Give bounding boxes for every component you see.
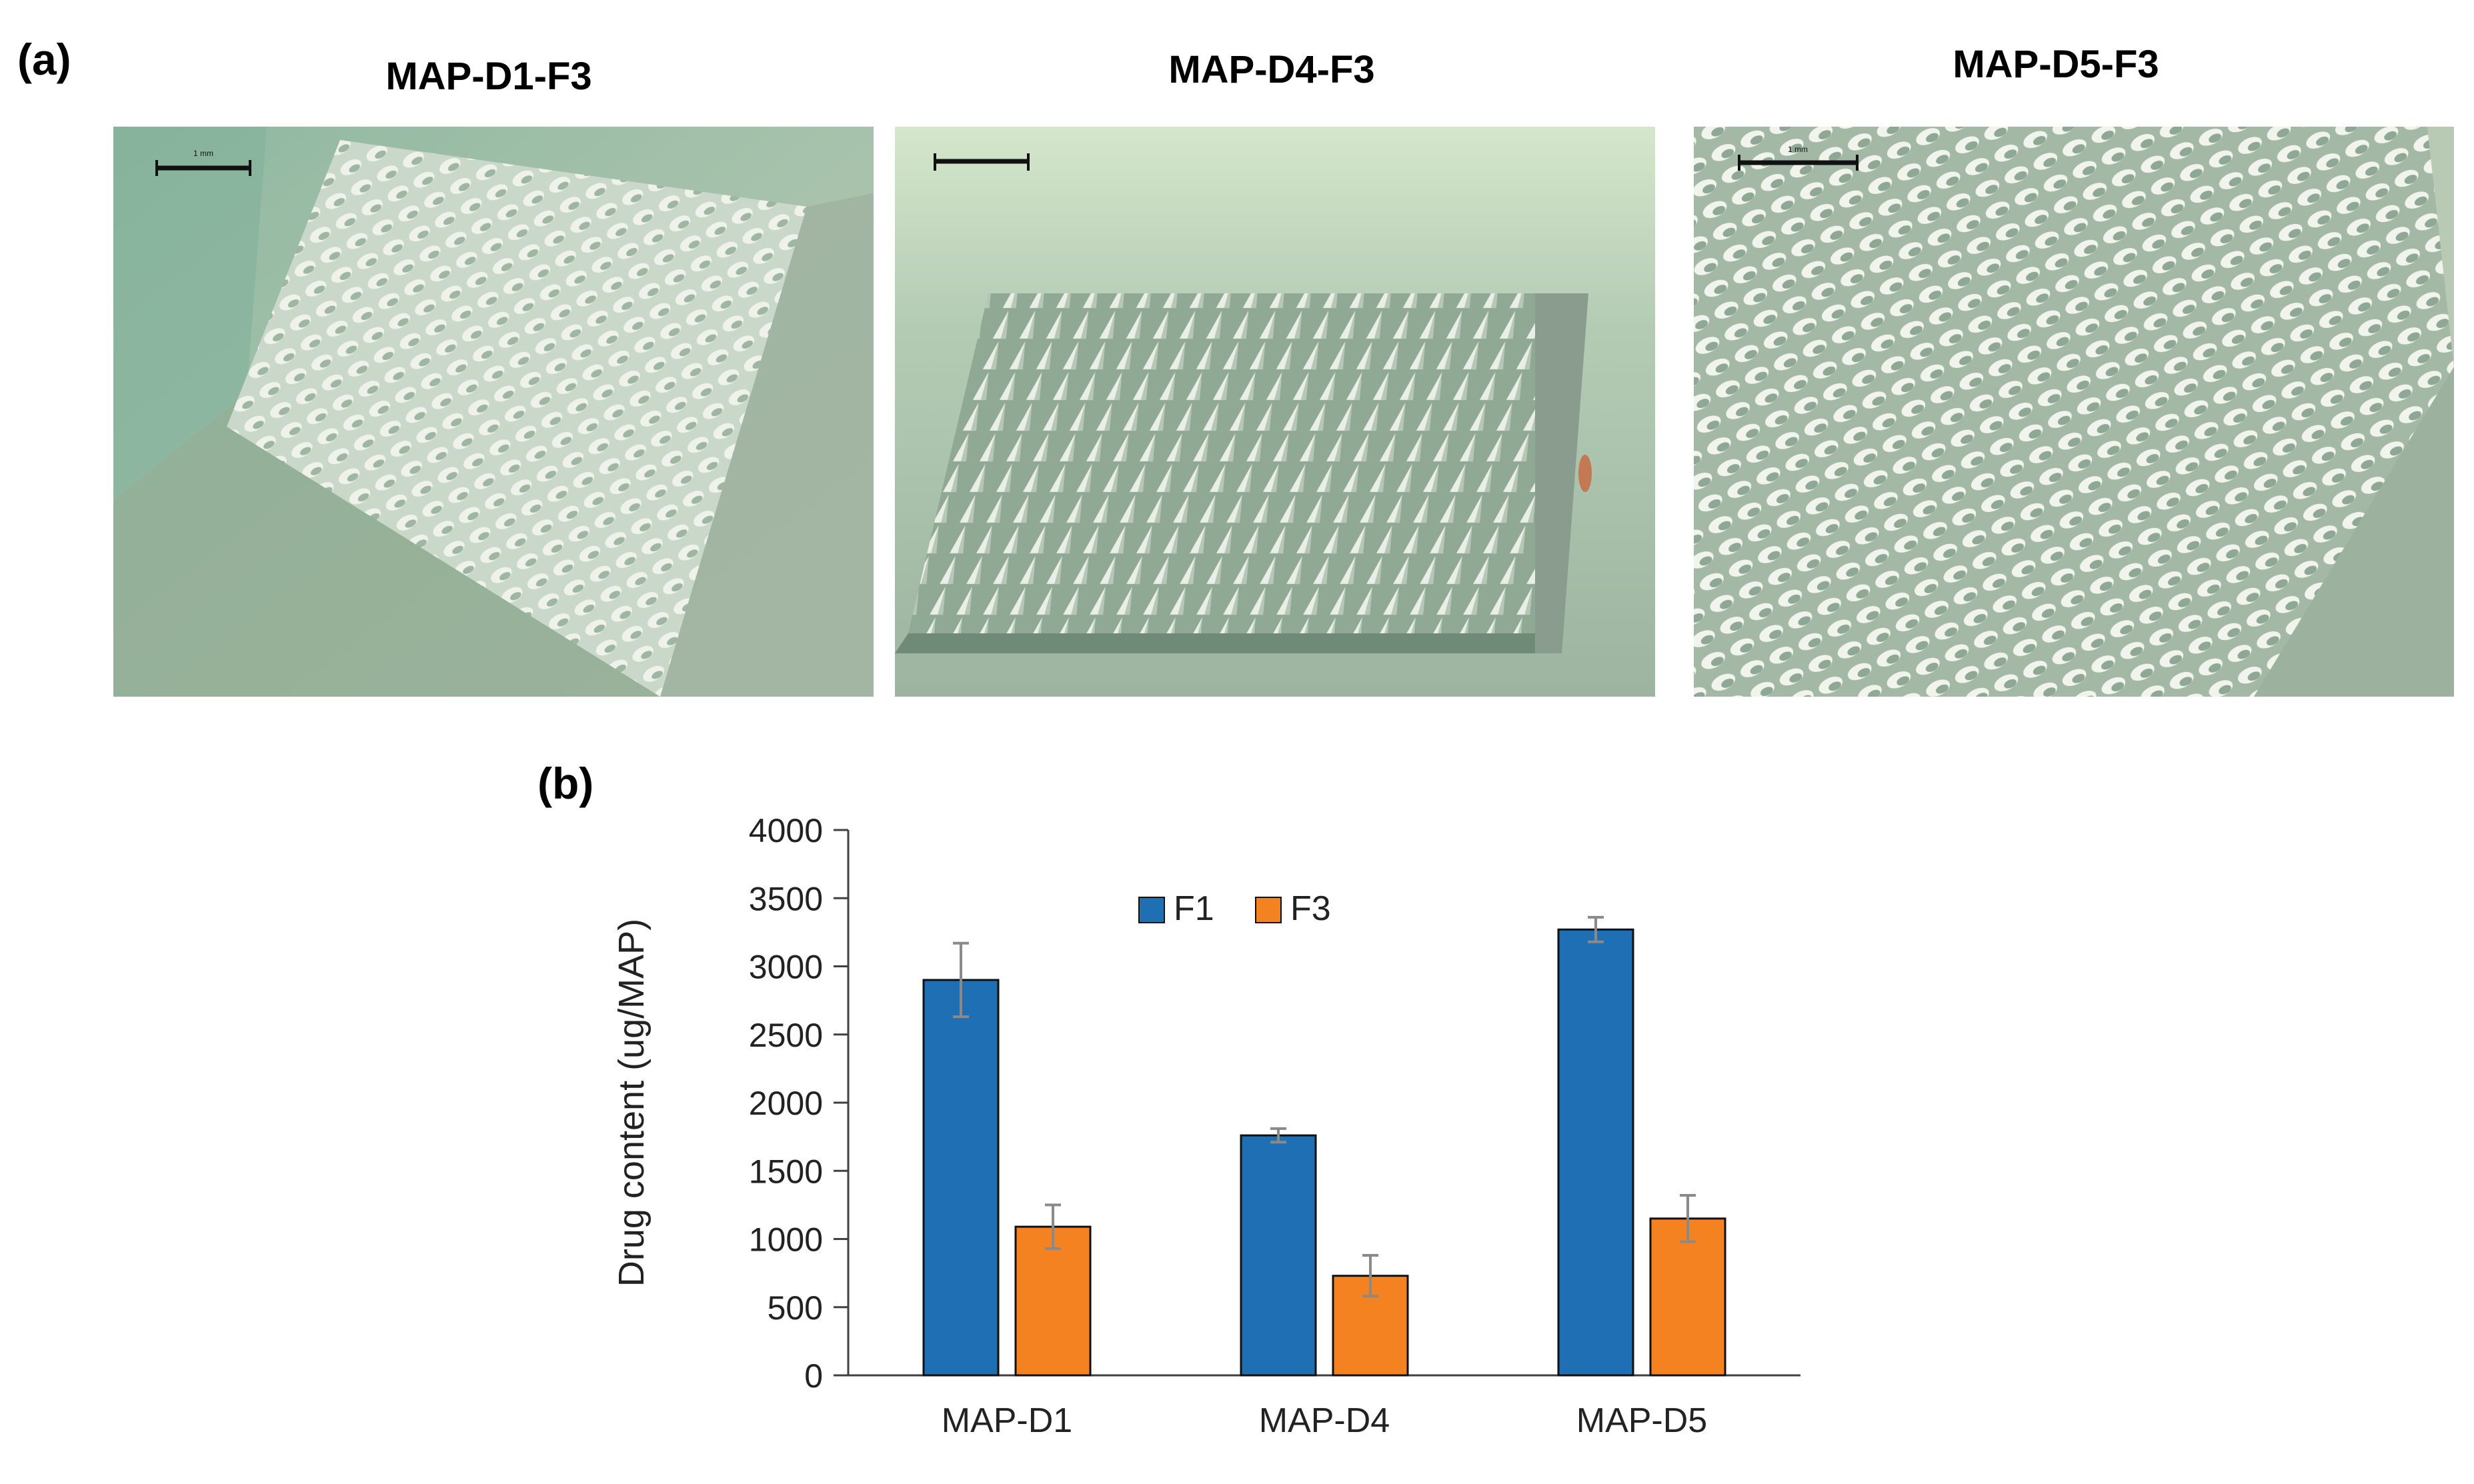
y-tick-label: 0 xyxy=(804,1357,823,1395)
y-tick-label: 2500 xyxy=(749,1017,823,1054)
bar-f1-map-d1 xyxy=(922,979,1000,1377)
y-tick-label: 1000 xyxy=(749,1221,823,1259)
micrograph-d4-svg xyxy=(895,127,1655,697)
y-tick-label: 500 xyxy=(768,1289,823,1327)
needle-array xyxy=(227,140,807,697)
x-tick-label: MAP-D5 xyxy=(1576,1401,1707,1440)
legend-label-f3: F3 xyxy=(1290,889,1331,928)
micrograph-map-d1-f3: 1 mm xyxy=(113,127,874,697)
scale-bar-label: 1 mm xyxy=(1788,145,1808,154)
y-tick-label: 3500 xyxy=(749,880,823,917)
scale-bar: 1 mm xyxy=(1738,145,1859,171)
micrograph-d1-svg: 1 mm xyxy=(113,127,874,697)
y-tick-label: 1500 xyxy=(749,1153,823,1190)
scale-bar-label: 1 mm xyxy=(193,149,213,158)
bar-f3-map-d1 xyxy=(1014,1225,1092,1377)
needle-array xyxy=(1694,127,2454,697)
micrograph-map-d4-f3 xyxy=(895,127,1655,697)
legend-label-f1: F1 xyxy=(1174,889,1214,928)
scale-bar: 1 mm xyxy=(155,149,251,176)
y-tick-label: 4000 xyxy=(749,812,823,849)
micrograph-map-d5-f3: 1 mm xyxy=(1694,127,2454,697)
bar-f3-map-d5 xyxy=(1649,1217,1726,1377)
micro-title-d1: MAP-D1-F3 xyxy=(385,55,592,98)
legend-swatch-f3 xyxy=(1255,897,1282,923)
panel-b-label: (b) xyxy=(537,759,594,808)
x-tick-label: MAP-D4 xyxy=(1259,1401,1390,1440)
micro-title-d4: MAP-D4-F3 xyxy=(1168,48,1375,91)
micro-title-d5: MAP-D5-F3 xyxy=(1953,43,2159,86)
bar-f3-map-d4 xyxy=(1332,1275,1409,1377)
legend-swatch-f1 xyxy=(1138,897,1165,923)
y-tick-label: 3000 xyxy=(749,949,823,986)
bar-f1-map-d4 xyxy=(1240,1134,1317,1377)
y-axis-title: Drug content (ug/MAP) xyxy=(611,919,652,1287)
micrograph-d5-svg: 1 mm xyxy=(1694,127,2454,697)
bar-f1-map-d5 xyxy=(1557,928,1634,1377)
x-tick-label: MAP-D1 xyxy=(942,1401,1072,1440)
panel-a-label: (a) xyxy=(17,35,71,84)
scale-bar xyxy=(934,153,1030,171)
y-tick-label: 2000 xyxy=(749,1085,823,1122)
needle-array xyxy=(908,293,1562,633)
